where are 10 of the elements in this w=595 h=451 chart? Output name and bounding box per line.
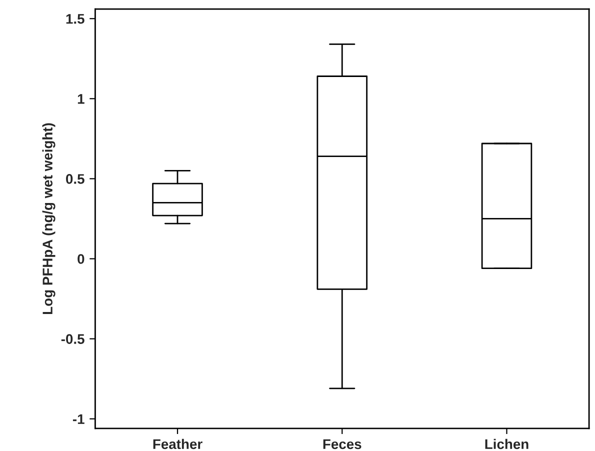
y-tick-label: -0.5 (61, 334, 84, 344)
x-tick-label: Feather (153, 438, 202, 450)
y-tick-label: 0 (78, 254, 84, 264)
y-tick-label: 0.5 (66, 174, 84, 184)
x-tick-label: Lichen (485, 438, 528, 450)
y-axis-title: Log PFHpA (ng/g wet weight) (42, 123, 56, 314)
y-tick-label: -1 (72, 414, 84, 424)
y-tick-label: 1.5 (66, 14, 84, 24)
y-tick-label: 1 (78, 94, 84, 104)
x-tick-label: Feces (323, 439, 362, 450)
